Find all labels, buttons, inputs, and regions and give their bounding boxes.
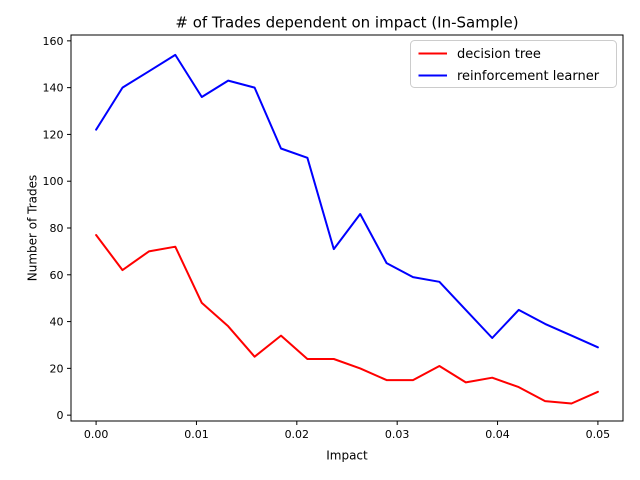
x-tick-label: 0.05	[586, 428, 611, 441]
series-line-reinforcement-learner	[95, 53, 599, 349]
x-tick-label: 0.04	[485, 428, 510, 441]
axis-ticks: 0.00 0.01 0.02 0.03 0.04 0.05 0 20 40 60 80 100 120 1…	[43, 35, 611, 441]
y-tick-label: 0	[57, 409, 64, 422]
x-tick-label: 0.01	[184, 428, 209, 441]
x-tick-label: 0.02	[285, 428, 310, 441]
y-tick-label: 60	[50, 269, 64, 282]
x-axis-label: Impact	[326, 449, 368, 463]
y-axis-label: Number of Trades	[26, 175, 40, 282]
x-tick-label: 0.00	[84, 428, 109, 441]
y-tick-label: 20	[50, 362, 64, 375]
y-tick-label: 40	[50, 316, 64, 329]
legend-label: decision tree	[457, 47, 541, 62]
x-tick-label: 0.03	[385, 428, 410, 441]
chart-title: # of Trades dependent on impact (In-Samp…	[175, 14, 518, 32]
legend-box	[410, 40, 617, 88]
series-line-decision-tree	[95, 234, 599, 405]
data-series	[95, 53, 599, 405]
legend: decision tree reinforcement learner	[410, 40, 617, 88]
y-tick-label: 120	[43, 128, 64, 141]
y-tick-label: 140	[43, 82, 64, 95]
legend-label: reinforcement learner	[457, 69, 600, 84]
y-tick-label: 160	[43, 35, 64, 48]
y-tick-label: 100	[43, 175, 64, 188]
y-tick-label: 80	[50, 222, 64, 235]
